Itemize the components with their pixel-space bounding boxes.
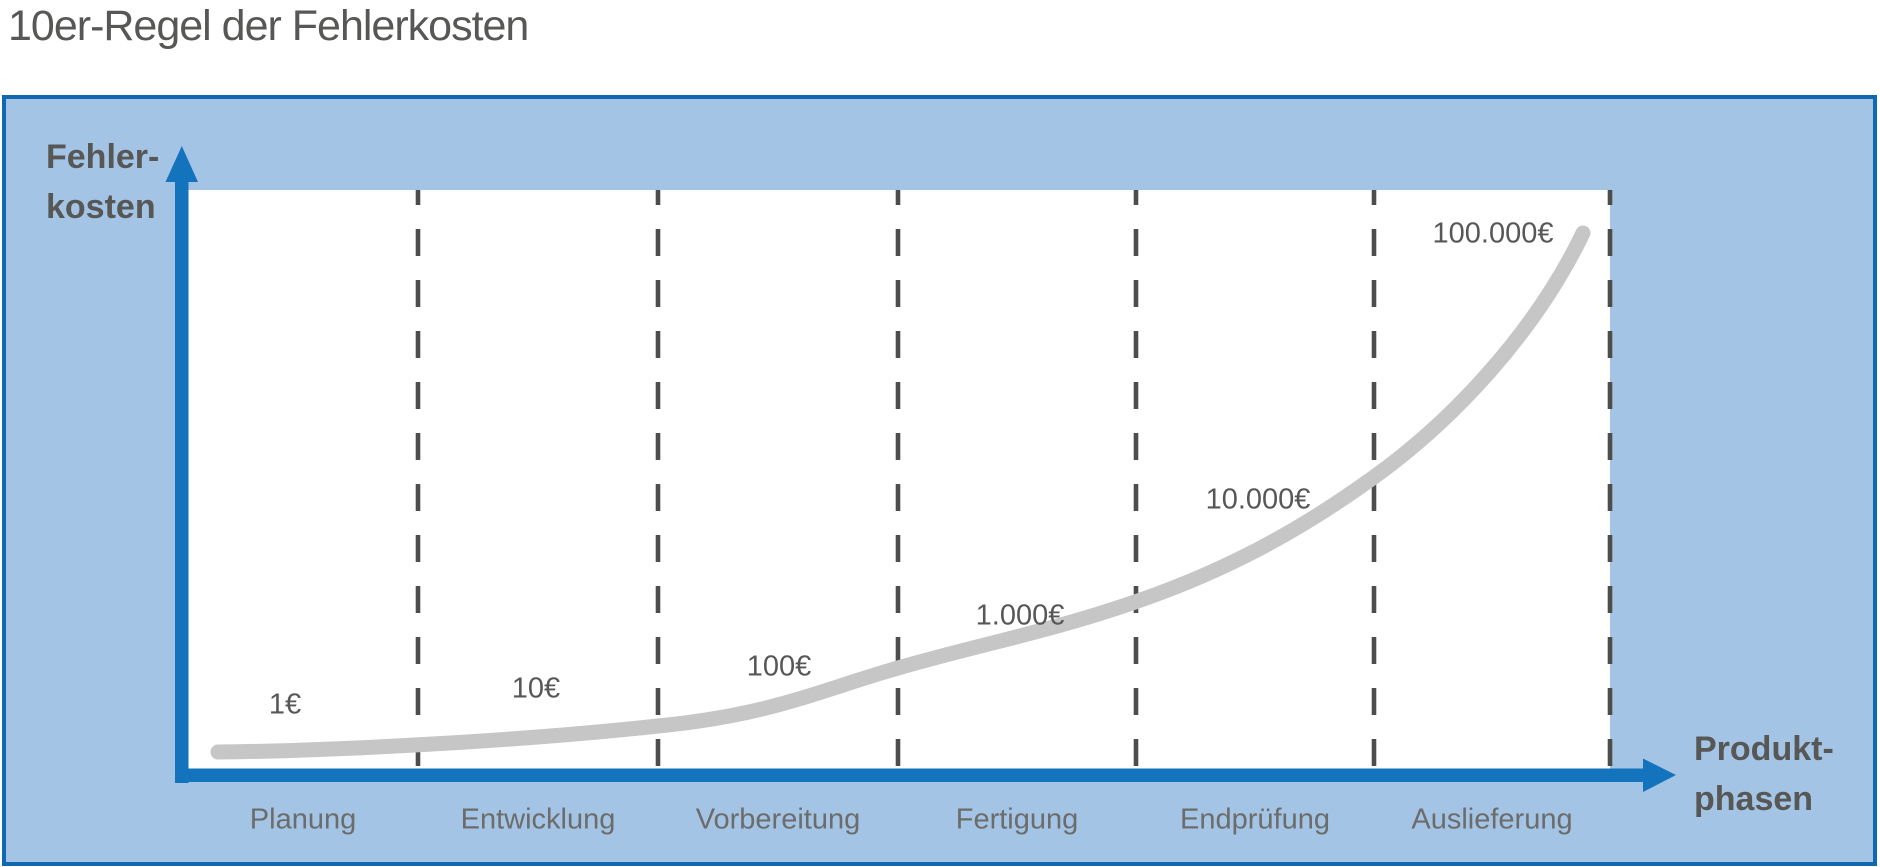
y-axis-title-line2: kosten — [46, 188, 156, 226]
x-axis-title-line2: phasen — [1694, 780, 1814, 818]
phase-label: Entwicklung — [460, 803, 616, 836]
y-axis-arrowhead-icon — [165, 146, 198, 182]
phase-label: Fertigung — [955, 803, 1079, 836]
cost-label: 1.000€ — [975, 599, 1065, 632]
x-axis-title-line1: Produkt- — [1694, 730, 1834, 768]
phase-label: Vorbereitung — [695, 803, 861, 836]
x-axis-line — [175, 768, 1643, 782]
x-axis-arrowhead-icon — [1643, 758, 1676, 792]
cost-label: 10.000€ — [1205, 483, 1311, 516]
y-axis-title: Fehler- kosten — [46, 132, 159, 232]
x-axis-title: Produkt- phasen — [1694, 724, 1834, 824]
x-axis — [175, 758, 1676, 792]
phase-label: Planung — [249, 803, 357, 836]
y-axis — [165, 146, 198, 783]
y-axis-line — [175, 176, 189, 783]
cost-label: 100.000€ — [1432, 217, 1554, 250]
phase-label: Endprüfung — [1180, 803, 1330, 836]
y-axis-title-line1: Fehler- — [46, 138, 160, 176]
page-title: 10er-Regel der Fehlerkosten — [8, 2, 529, 50]
phase-dividers — [415, 190, 1613, 781]
cost-label: 1€ — [268, 688, 302, 721]
cost-label: 10€ — [511, 672, 561, 705]
cost-label: 100€ — [746, 650, 812, 683]
phase-label: Auslieferung — [1411, 803, 1573, 836]
error-cost-curve — [210, 225, 1591, 760]
